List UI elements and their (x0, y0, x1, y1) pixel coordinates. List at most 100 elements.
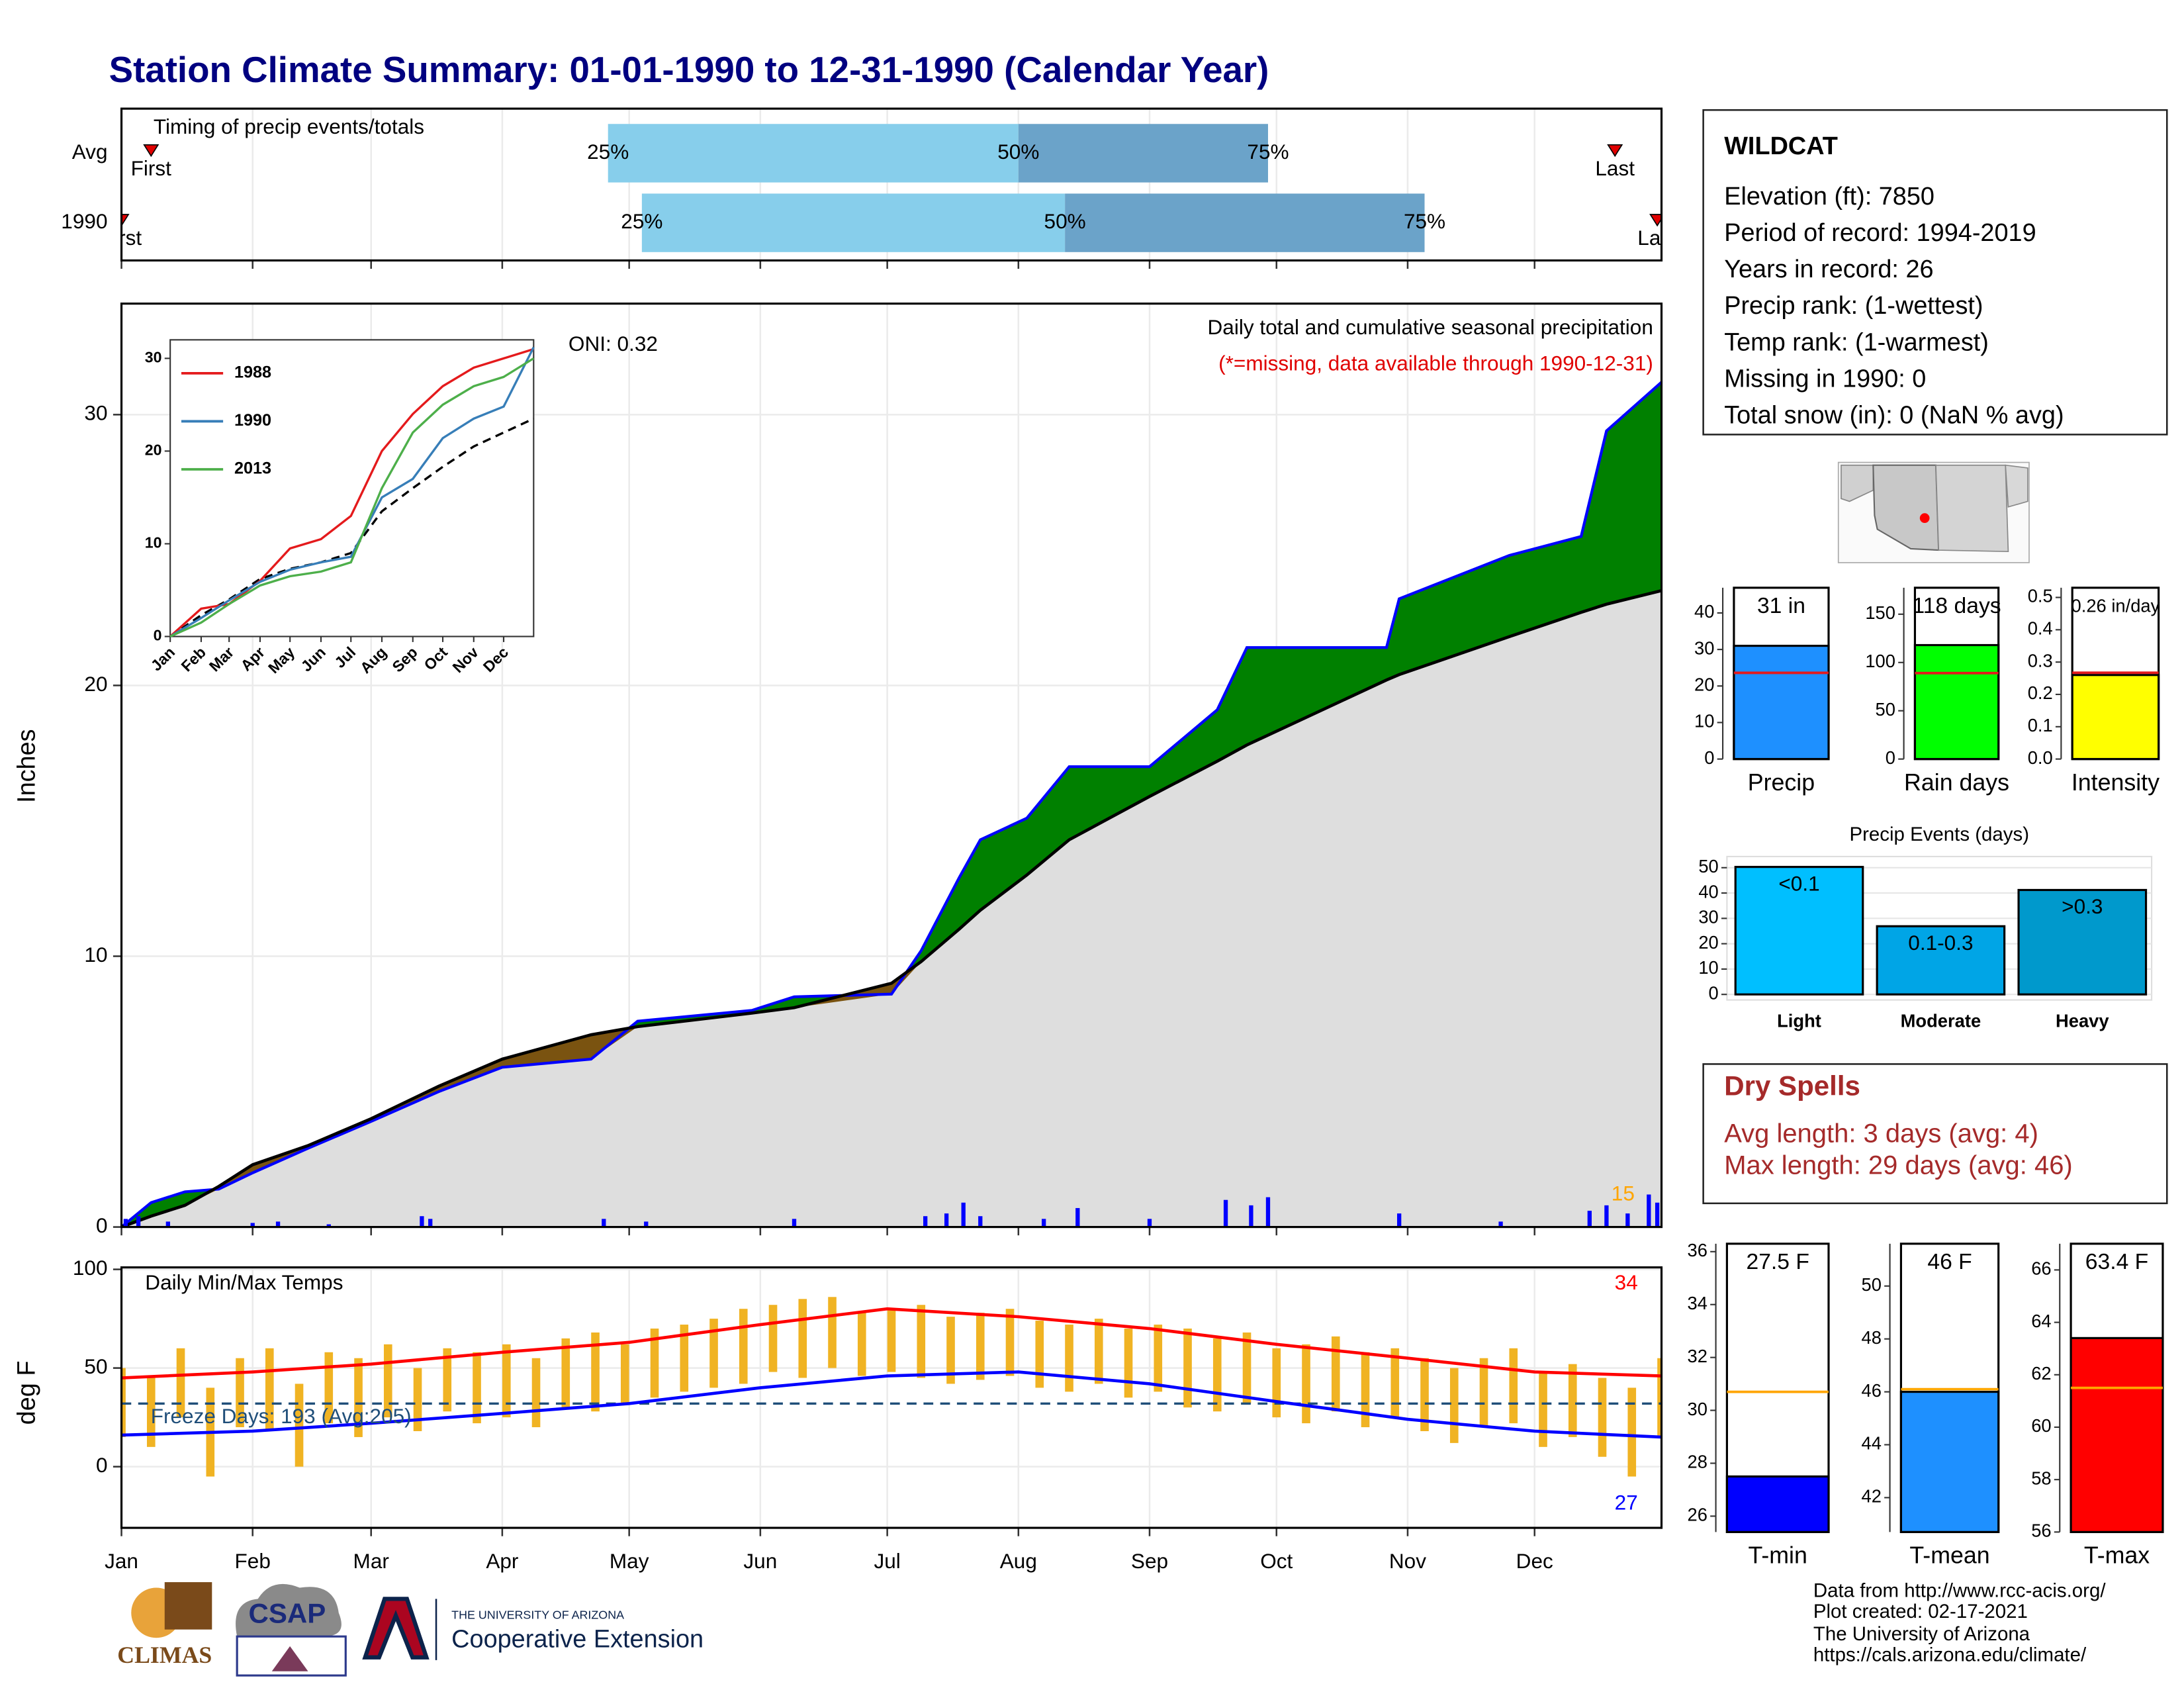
percentile-label: 50% (997, 140, 1039, 164)
low-count: 27 (1615, 1491, 1638, 1515)
daily-precip-bar (136, 1216, 141, 1227)
y-tick-label: 40 (1694, 601, 1714, 622)
temp-range-bar (354, 1358, 363, 1437)
daily-precip-bar (1249, 1205, 1253, 1227)
daily-precip-bar (275, 1221, 281, 1227)
temp-range-bar (1035, 1321, 1044, 1388)
temp-range-bar (1302, 1344, 1310, 1424)
credit: Plot created: 02-17-2021 (1813, 1601, 2028, 1622)
daily-precip-bar (1647, 1194, 1651, 1227)
temp-range-bar (502, 1344, 511, 1418)
y-tick-label: 26 (1688, 1505, 1707, 1525)
y-tick-label: 0.2 (2028, 682, 2053, 703)
temp-range-bar (1124, 1329, 1133, 1398)
chart-title: Daily Min/Max Temps (145, 1270, 343, 1294)
x-tick-label: Feb (235, 1549, 271, 1573)
bar (2070, 1336, 2164, 1533)
timing-bar (608, 124, 1019, 183)
temp-range-bar (1361, 1352, 1370, 1428)
percentile-label: 50% (1044, 209, 1086, 233)
temp-range-bar (1331, 1336, 1340, 1412)
temp-range-bar (739, 1309, 748, 1384)
y-tick-label: 150 (1865, 602, 1895, 623)
temp-range-bar (650, 1329, 659, 1398)
x-tick-label: Jan (105, 1549, 138, 1573)
percentile-label: 25% (587, 140, 629, 164)
temp-range-bar (1449, 1368, 1459, 1443)
category-label: Intensity (2071, 769, 2160, 796)
value-label: 46 F (1927, 1250, 1972, 1274)
temp-range-bar (1479, 1358, 1488, 1428)
y-tick-label: 34 (1688, 1293, 1707, 1313)
logos: CLIMAS CSAP THE UNIVERSITY OF ARIZONA Co… (117, 1582, 704, 1677)
logo-text: THE UNIVERSITY OF ARIZONA (451, 1608, 624, 1621)
inset-panel (169, 339, 535, 637)
daily-precip-bar (644, 1221, 649, 1227)
legend-label: 1990 (234, 411, 271, 430)
temp-range-bar (1568, 1364, 1577, 1437)
x-tick-label: Dec (1516, 1549, 1553, 1573)
category-label: Heavy (2056, 1011, 2109, 1031)
chart-subtitle: (*=missing, data available through 1990-… (1218, 352, 1653, 375)
map-region (1935, 464, 2009, 553)
x-tick-label: Mar (353, 1549, 389, 1573)
daily-precip-bar (326, 1224, 331, 1227)
info-line: Elevation (ft): 7850 (1724, 183, 1934, 211)
y-tick-label: 66 (2031, 1258, 2051, 1279)
daily-precip-bar (1655, 1202, 1660, 1227)
daily-precip-bar (165, 1221, 171, 1227)
location-map (1837, 461, 2030, 563)
temp-range-bar (976, 1313, 985, 1380)
y-tick-label: 0.3 (2028, 650, 2053, 671)
y-tick-label: 100 (73, 1256, 108, 1280)
map-region (1841, 464, 1874, 502)
row-label: Avg (72, 140, 108, 164)
temp-range-bar (620, 1344, 629, 1404)
temp-range-bar (1657, 1358, 1662, 1437)
oni-label: ONI: 0.32 (569, 332, 658, 355)
event-label: Last (1595, 156, 1635, 180)
station-dot (1919, 513, 1930, 524)
daily-precip-bar (1042, 1219, 1046, 1227)
info-line: Period of record: 1994-2019 (1724, 219, 2036, 247)
temp-range-bar (1005, 1309, 1015, 1376)
daily-precip-bar (428, 1219, 433, 1227)
x-tick-label: Nov (1389, 1549, 1426, 1573)
y-tick-label: 58 (2031, 1468, 2051, 1488)
category-label: Moderate (1901, 1011, 1981, 1031)
daily-precip-bar (1265, 1197, 1271, 1227)
daily-precip-bar (923, 1216, 928, 1227)
y-tick-label: 48 (1862, 1327, 1882, 1348)
daily-precip-bar (1075, 1207, 1080, 1227)
temp-range-bar (176, 1348, 185, 1418)
temp-range-bar (146, 1378, 156, 1447)
category-label: Rain days (1904, 769, 2009, 796)
avg-temp-line (121, 1307, 1662, 1380)
y-axis-label: deg F (13, 1361, 41, 1425)
temp-range-bar (709, 1319, 718, 1388)
info-line: Precip rank: (1-wettest) (1724, 292, 1983, 320)
y-tick-label: 10 (145, 534, 162, 551)
info-line: Temp rank: (1-warmest) (1724, 328, 1989, 356)
daily-precip-bar (1498, 1221, 1503, 1227)
station-name: WILDCAT (1724, 132, 1838, 160)
y-tick-label: 0 (96, 1213, 108, 1237)
legend-label: 2013 (234, 459, 271, 478)
bar (2071, 674, 2160, 761)
y-tick-label: 30 (145, 348, 162, 365)
logo-text: Cooperative Extension (451, 1625, 704, 1653)
y-tick-label: 64 (2031, 1311, 2051, 1331)
logo-shape (236, 1583, 341, 1637)
logo-shape (164, 1582, 212, 1630)
temp-range-bar (1065, 1325, 1073, 1392)
timing-bar (1018, 124, 1268, 183)
y-tick-label: 40 (1698, 881, 1718, 902)
event-label: First (131, 156, 172, 180)
temp-range-bar (1094, 1319, 1103, 1384)
daily-precip-bar (978, 1216, 983, 1227)
daily-precip-bar (1587, 1211, 1592, 1227)
daily-precip-bar (420, 1216, 424, 1227)
y-tick-label: 60 (2031, 1415, 2051, 1436)
daily-precip-bar (1625, 1213, 1630, 1227)
series-line (169, 346, 535, 637)
